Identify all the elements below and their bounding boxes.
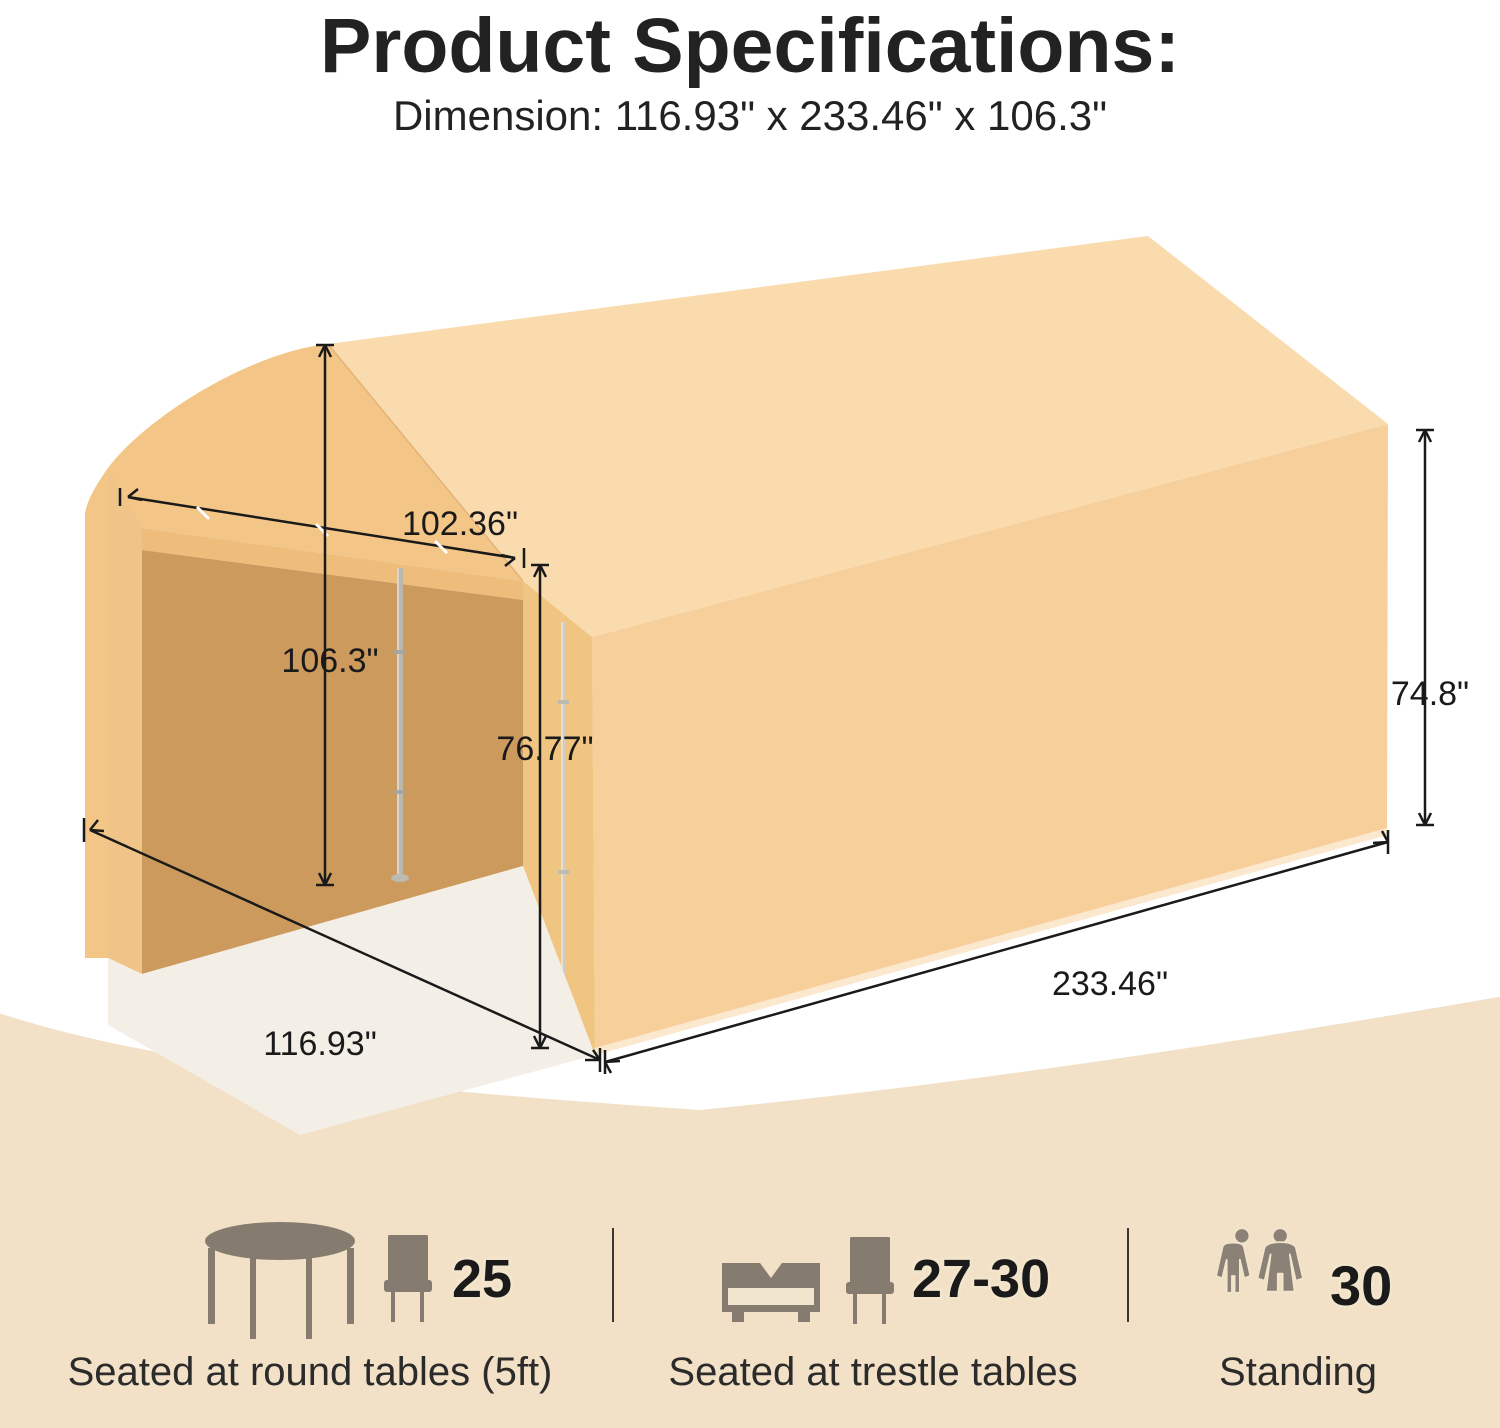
svg-text:106.3": 106.3"	[281, 642, 378, 680]
svg-text:76.77": 76.77"	[496, 730, 593, 768]
svg-text:Seated at round tables (5ft): Seated at round tables (5ft)	[68, 1350, 553, 1394]
svg-text:27-30: 27-30	[912, 1249, 1050, 1309]
svg-text:25: 25	[452, 1249, 512, 1309]
svg-text:233.46": 233.46"	[1052, 965, 1168, 1003]
svg-text:102.36": 102.36"	[402, 505, 518, 543]
svg-text:Standing: Standing	[1219, 1350, 1377, 1394]
svg-text:30: 30	[1330, 1254, 1392, 1317]
svg-text:74.8": 74.8"	[1391, 675, 1469, 713]
svg-text:116.93": 116.93"	[263, 1025, 377, 1063]
svg-text:Seated at trestle tables: Seated at trestle tables	[668, 1350, 1077, 1394]
